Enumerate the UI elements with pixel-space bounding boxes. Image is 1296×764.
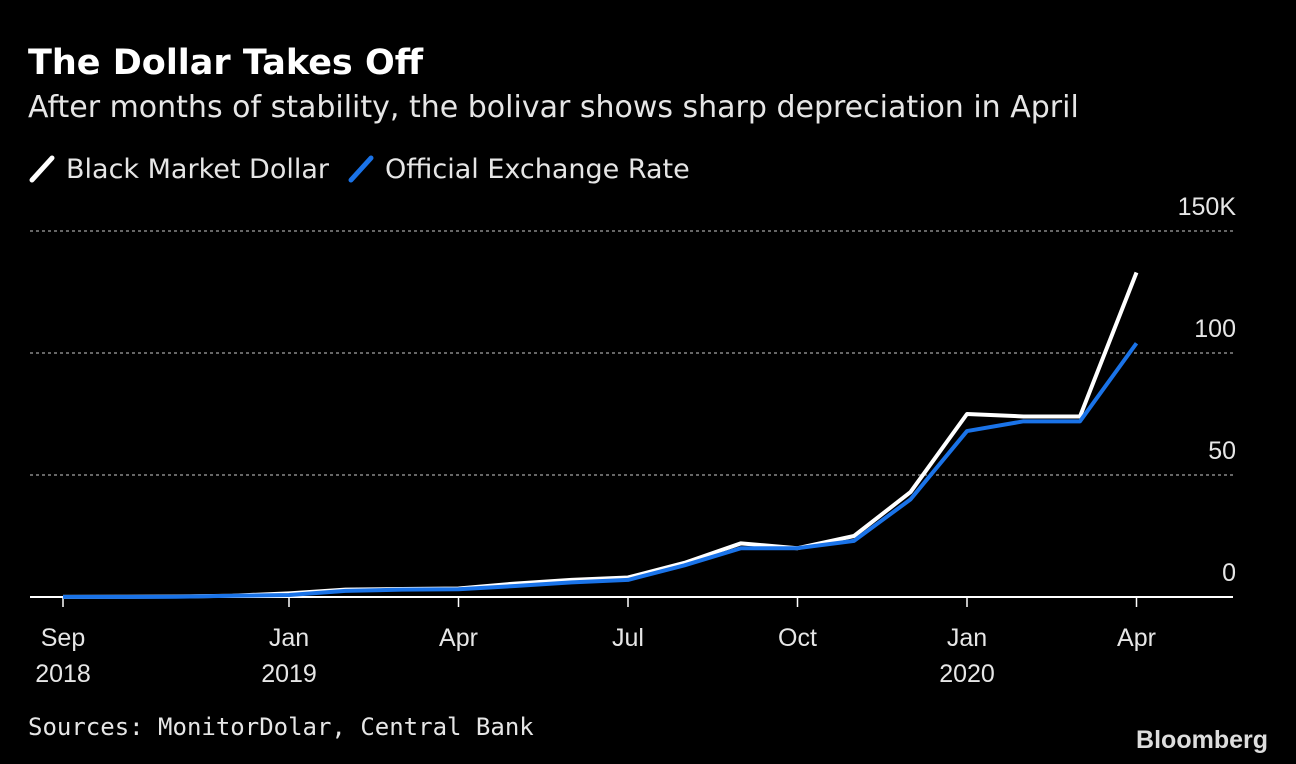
legend-label: Official Exchange Rate bbox=[385, 154, 690, 185]
source: Sources: MonitorDolar, Central Bank bbox=[28, 713, 534, 741]
legend-swatch bbox=[348, 155, 374, 183]
y-tick-label: 100 bbox=[1194, 315, 1236, 343]
x-tick-label: Oct bbox=[778, 624, 817, 652]
x-tick-label: Apr bbox=[439, 624, 478, 652]
x-tick-label: Apr bbox=[1117, 624, 1156, 652]
legend-swatch bbox=[29, 155, 55, 183]
x-tick-year: 2020 bbox=[939, 660, 995, 688]
y-tick-label: 150K bbox=[1178, 193, 1237, 221]
x-tick-label: Jul bbox=[612, 624, 644, 652]
series-line bbox=[63, 342, 1139, 599]
x-tick-label: Jan bbox=[947, 624, 987, 652]
x-tick-year: 2019 bbox=[261, 660, 317, 688]
x-tick-year: 2018 bbox=[35, 660, 91, 688]
x-tick-label: Jan bbox=[269, 624, 309, 652]
x-tick-label: Sep bbox=[41, 624, 85, 652]
chart-subtitle: After months of stability, the bolivar s… bbox=[28, 90, 1079, 125]
legend-label: Black Market Dollar bbox=[66, 154, 330, 185]
brand: Bloomberg bbox=[1136, 726, 1268, 754]
series-line bbox=[62, 271, 1139, 599]
y-tick-label: 50 bbox=[1208, 437, 1236, 465]
chart-title: The Dollar Takes Off bbox=[28, 43, 424, 83]
y-tick-label: 0 bbox=[1222, 559, 1236, 587]
